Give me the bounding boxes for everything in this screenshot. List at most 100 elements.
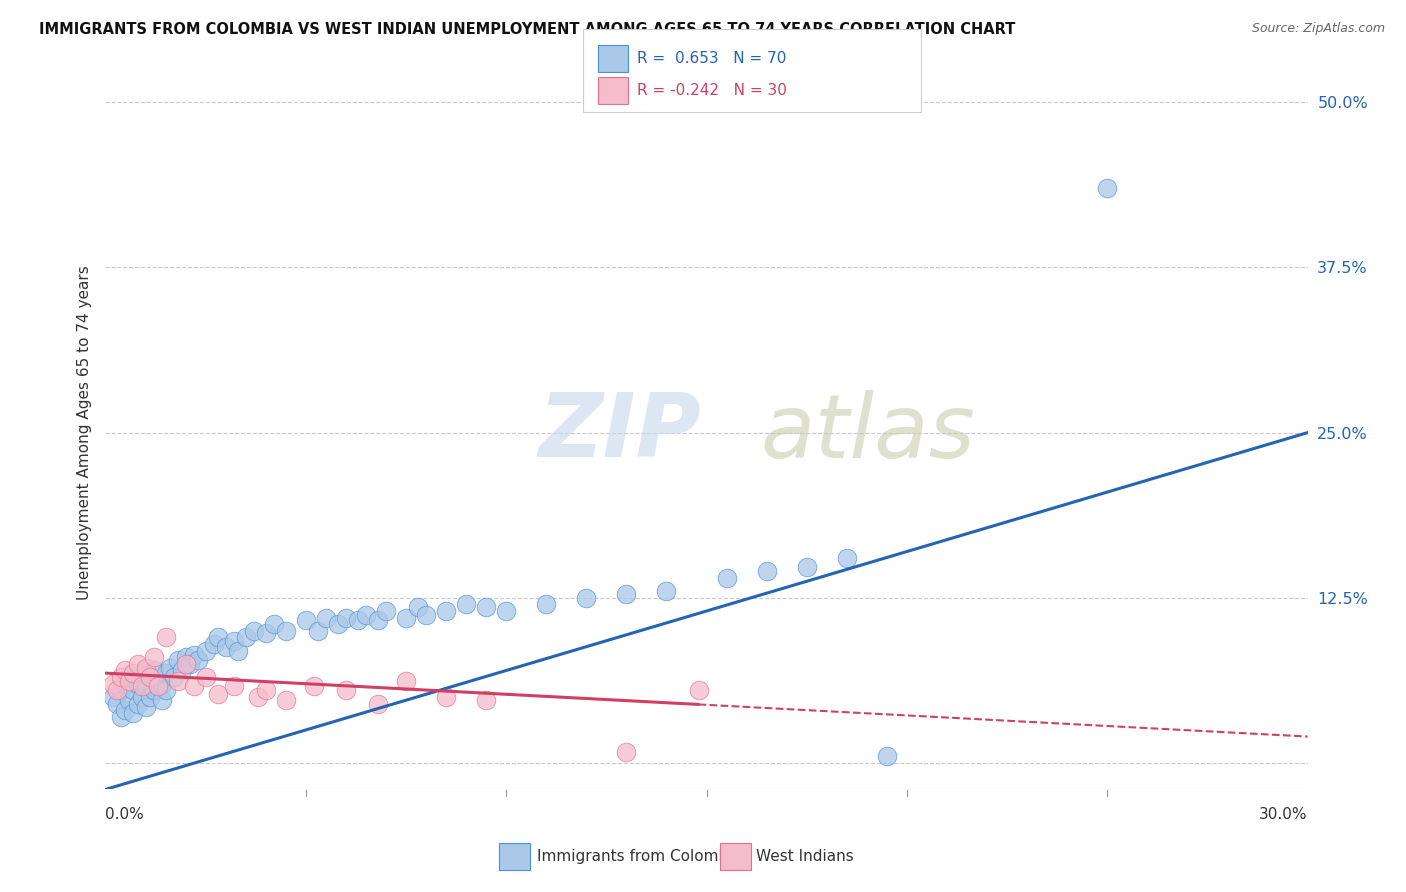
Point bbox=[616, 587, 638, 601]
Text: Immigrants from Colombia: Immigrants from Colombia bbox=[537, 849, 742, 863]
Point bbox=[415, 607, 437, 622]
Point bbox=[347, 613, 370, 627]
Point bbox=[434, 604, 457, 618]
Point bbox=[207, 631, 229, 645]
Point bbox=[131, 666, 153, 681]
Point bbox=[155, 666, 177, 681]
Point bbox=[214, 640, 236, 654]
Point bbox=[475, 692, 498, 706]
Point bbox=[187, 653, 209, 667]
Point bbox=[202, 637, 225, 651]
Text: 30.0%: 30.0% bbox=[1260, 807, 1308, 822]
Point bbox=[222, 634, 245, 648]
Point bbox=[146, 679, 169, 693]
Point bbox=[138, 670, 160, 684]
Point bbox=[135, 661, 157, 675]
Point bbox=[575, 591, 598, 605]
Point bbox=[495, 604, 517, 618]
Point bbox=[127, 697, 149, 711]
Point bbox=[655, 584, 678, 599]
Point bbox=[107, 683, 129, 698]
Point bbox=[315, 610, 337, 624]
Point bbox=[367, 613, 389, 627]
Point bbox=[183, 679, 205, 693]
Point bbox=[194, 643, 217, 657]
Point bbox=[122, 666, 145, 681]
Point bbox=[135, 679, 157, 693]
Point bbox=[534, 598, 557, 612]
Point bbox=[274, 624, 297, 638]
Point bbox=[110, 710, 132, 724]
Point bbox=[434, 690, 457, 704]
Point bbox=[118, 692, 141, 706]
Point bbox=[183, 648, 205, 662]
Point bbox=[142, 664, 165, 678]
Point bbox=[263, 617, 285, 632]
Point bbox=[876, 749, 898, 764]
Point bbox=[150, 692, 173, 706]
Point bbox=[835, 551, 858, 566]
Point bbox=[254, 626, 277, 640]
Point bbox=[127, 676, 149, 690]
Point bbox=[395, 674, 418, 689]
Point bbox=[127, 657, 149, 671]
Text: 0.0%: 0.0% bbox=[105, 807, 145, 822]
Point bbox=[454, 598, 477, 612]
Point bbox=[155, 631, 177, 645]
Point bbox=[254, 683, 277, 698]
Point bbox=[114, 676, 136, 690]
Point bbox=[716, 571, 738, 585]
Text: R =  0.653   N = 70: R = 0.653 N = 70 bbox=[637, 51, 786, 66]
Text: Source: ZipAtlas.com: Source: ZipAtlas.com bbox=[1251, 22, 1385, 36]
Point bbox=[796, 560, 818, 574]
Point bbox=[235, 631, 257, 645]
Point bbox=[103, 690, 125, 704]
Point bbox=[146, 679, 169, 693]
Text: atlas: atlas bbox=[761, 390, 976, 475]
Point bbox=[135, 700, 157, 714]
Point bbox=[246, 690, 269, 704]
Point bbox=[307, 624, 329, 638]
Point bbox=[122, 683, 145, 698]
Point bbox=[174, 657, 197, 671]
Point bbox=[616, 746, 638, 760]
Point bbox=[114, 703, 136, 717]
Point bbox=[131, 679, 153, 693]
Point bbox=[242, 624, 264, 638]
Point bbox=[110, 683, 132, 698]
Text: R = -0.242   N = 30: R = -0.242 N = 30 bbox=[637, 83, 787, 98]
Point bbox=[162, 670, 184, 684]
Text: West Indians: West Indians bbox=[756, 849, 855, 863]
Point bbox=[335, 610, 357, 624]
Point bbox=[107, 697, 129, 711]
Point bbox=[103, 676, 125, 690]
Point bbox=[688, 683, 710, 698]
Text: IMMIGRANTS FROM COLOMBIA VS WEST INDIAN UNEMPLOYMENT AMONG AGES 65 TO 74 YEARS C: IMMIGRANTS FROM COLOMBIA VS WEST INDIAN … bbox=[39, 22, 1015, 37]
Point bbox=[138, 670, 160, 684]
Point bbox=[166, 674, 188, 689]
Point bbox=[295, 613, 318, 627]
Point bbox=[755, 565, 778, 579]
Point bbox=[354, 607, 377, 622]
Point bbox=[118, 674, 141, 689]
Point bbox=[395, 610, 418, 624]
Point bbox=[335, 683, 357, 698]
Point bbox=[142, 683, 165, 698]
Point bbox=[166, 653, 188, 667]
Point bbox=[302, 679, 325, 693]
Point bbox=[114, 664, 136, 678]
Point bbox=[406, 600, 429, 615]
Point bbox=[226, 643, 249, 657]
Point bbox=[142, 650, 165, 665]
Point bbox=[374, 604, 398, 618]
Point bbox=[150, 676, 173, 690]
Point bbox=[110, 670, 132, 684]
Point bbox=[475, 600, 498, 615]
Text: ZIP: ZIP bbox=[538, 389, 702, 476]
Point bbox=[222, 679, 245, 693]
Y-axis label: Unemployment Among Ages 65 to 74 years: Unemployment Among Ages 65 to 74 years bbox=[76, 265, 91, 600]
Point bbox=[326, 617, 349, 632]
Point bbox=[122, 706, 145, 720]
Point bbox=[170, 664, 193, 678]
Point bbox=[118, 670, 141, 684]
